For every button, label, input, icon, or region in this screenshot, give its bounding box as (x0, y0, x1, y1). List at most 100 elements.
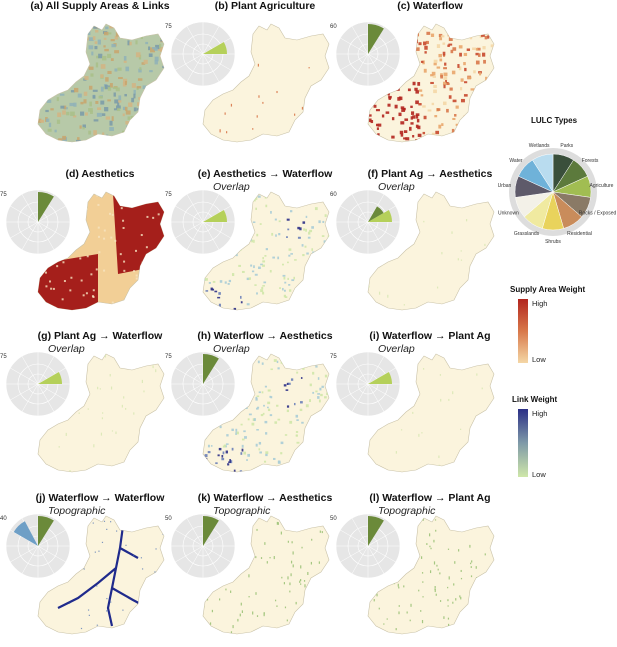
region-shape (202, 515, 330, 635)
panel-title: (l) Waterflow → Plant Ag (369, 492, 491, 504)
panel-a: (a) All Supply Areas & Links (0, 0, 200, 150)
panel-map (5, 189, 165, 311)
supply-legend-title: Supply Area Weight (510, 285, 586, 294)
polar-inset (5, 189, 71, 255)
panel-d: (d) Aesthetics 75 (0, 168, 200, 318)
lulc-legend: LULC Types Parks Forests Agriculture Rocks … (495, 110, 617, 270)
panel-subtitle: Overlap (213, 343, 250, 355)
region-shape (37, 23, 165, 143)
link-high-label: High (532, 409, 548, 418)
region-shape (367, 515, 495, 635)
polar-wedge (368, 372, 392, 384)
polar-wedge (368, 206, 384, 222)
panel-title: (d) Aesthetics (65, 168, 135, 180)
panel-title: (f) Plant Ag → Aesthetics (367, 168, 493, 180)
panel-g: (g) Plant Ag → Waterflow Overlap 75 (0, 330, 200, 480)
lulc-wedge-wetlands (532, 153, 554, 193)
panel-subtitle: Overlap (378, 343, 415, 355)
panel-k: (k) Waterflow → Aesthetics Topographic 50 (165, 492, 365, 642)
polar-inset (335, 189, 401, 255)
supply-gradient-bar (518, 299, 528, 363)
polar-wedge (368, 516, 384, 546)
polar-inset (170, 351, 236, 417)
supply-area-legend: Supply Area Weight High Low (510, 285, 617, 380)
polar-wedge (203, 354, 219, 384)
polar-inset (335, 21, 401, 87)
panel-subtitle: Overlap (213, 181, 250, 193)
link-weight-legend: Link Weight High Low (510, 395, 617, 490)
polar-inset (5, 513, 71, 579)
panel-subtitle: Overlap (48, 343, 85, 355)
panel-f: (f) Plant Ag → Aesthetics Overlap 60 (330, 168, 530, 318)
polar-wedge (38, 516, 54, 546)
panel-map (335, 21, 495, 143)
panel-j: (j) Waterflow → Waterflow Topographic 40 (0, 492, 200, 642)
lulc-label: Forests (582, 158, 599, 164)
panel-b: (b) Plant Agriculture 75 (165, 0, 365, 150)
polar-wedge (38, 372, 62, 384)
panel-map (37, 23, 165, 143)
panel-title: (c) Waterflow (397, 0, 463, 12)
polar-tick-label: 50 (330, 516, 337, 522)
lulc-label: Water (509, 158, 522, 164)
panel-map (335, 513, 495, 635)
polar-wedge (203, 210, 227, 222)
panel-subtitle: Topographic (378, 505, 436, 517)
lulc-label: Parks (560, 143, 573, 149)
panel-map (170, 351, 330, 473)
panel-map (170, 21, 330, 143)
supply-high-label: High (532, 299, 548, 308)
polar-inset (170, 513, 236, 579)
polar-tick-label: 60 (330, 192, 337, 198)
polar-inset (335, 513, 401, 579)
panel-title: (k) Waterflow → Aesthetics (197, 492, 333, 504)
panel-map (170, 189, 330, 311)
panel-title: (h) Waterflow → Aesthetics (197, 330, 333, 342)
panel-map (5, 351, 165, 473)
polar-tick-label: 60 (330, 24, 337, 30)
panel-title: (g) Plant Ag → Waterflow (37, 330, 163, 342)
lulc-label: Grasslands (514, 231, 540, 237)
polar-tick-label: 75 (330, 354, 337, 360)
panel-subtitle: Topographic (213, 505, 271, 517)
lulc-label: Unknown (498, 210, 519, 216)
polar-inset (170, 21, 236, 87)
polar-wedge (38, 192, 54, 222)
polar-tick-label: 75 (0, 192, 7, 198)
link-legend-title: Link Weight (512, 395, 558, 404)
region-shape (367, 353, 495, 473)
panel-map (335, 351, 495, 473)
panel-c: (c) Waterflow 60 (330, 0, 530, 150)
lulc-label: Residential (567, 231, 592, 237)
polar-wedge (203, 516, 219, 546)
supply-low-label: Low (532, 355, 546, 364)
lulc-wheel: Parks Forests Agriculture Rocks / Exposed Re… (498, 143, 617, 245)
lulc-label: Urban (498, 183, 512, 189)
region-shape (37, 515, 165, 635)
panel-h: (h) Waterflow → Aesthetics Overlap 75 (165, 330, 365, 480)
polar-tick-label: 50 (165, 516, 172, 522)
lulc-legend-title: LULC Types (531, 116, 578, 125)
polar-tick-label: 40 (0, 516, 7, 522)
panel-l: (l) Waterflow → Plant Ag Topographic 50 (330, 492, 530, 642)
panel-subtitle: Topographic (48, 505, 106, 517)
polar-tick-label: 75 (165, 192, 172, 198)
panel-map (5, 513, 165, 635)
polar-inset (5, 351, 71, 417)
region-shape (202, 191, 330, 311)
panel-title: (b) Plant Agriculture (214, 0, 316, 12)
polar-inset (335, 351, 401, 417)
region-shape (367, 191, 495, 311)
panel-title: (a) All Supply Areas & Links (30, 0, 170, 12)
polar-wedge (13, 521, 38, 546)
panel-map (335, 189, 495, 311)
lulc-label: Wetlands (529, 143, 550, 149)
lulc-label: Rocks / Exposed (579, 210, 617, 216)
polar-tick-label: 75 (165, 354, 172, 360)
panel-title: (e) Aesthetics → Waterflow (197, 168, 333, 180)
lulc-label: Agriculture (590, 183, 614, 189)
polar-wedge (203, 42, 227, 54)
link-low-label: Low (532, 470, 546, 479)
polar-inset (170, 189, 236, 255)
panel-e: (e) Aesthetics → Waterflow Overlap 75 (165, 168, 365, 318)
